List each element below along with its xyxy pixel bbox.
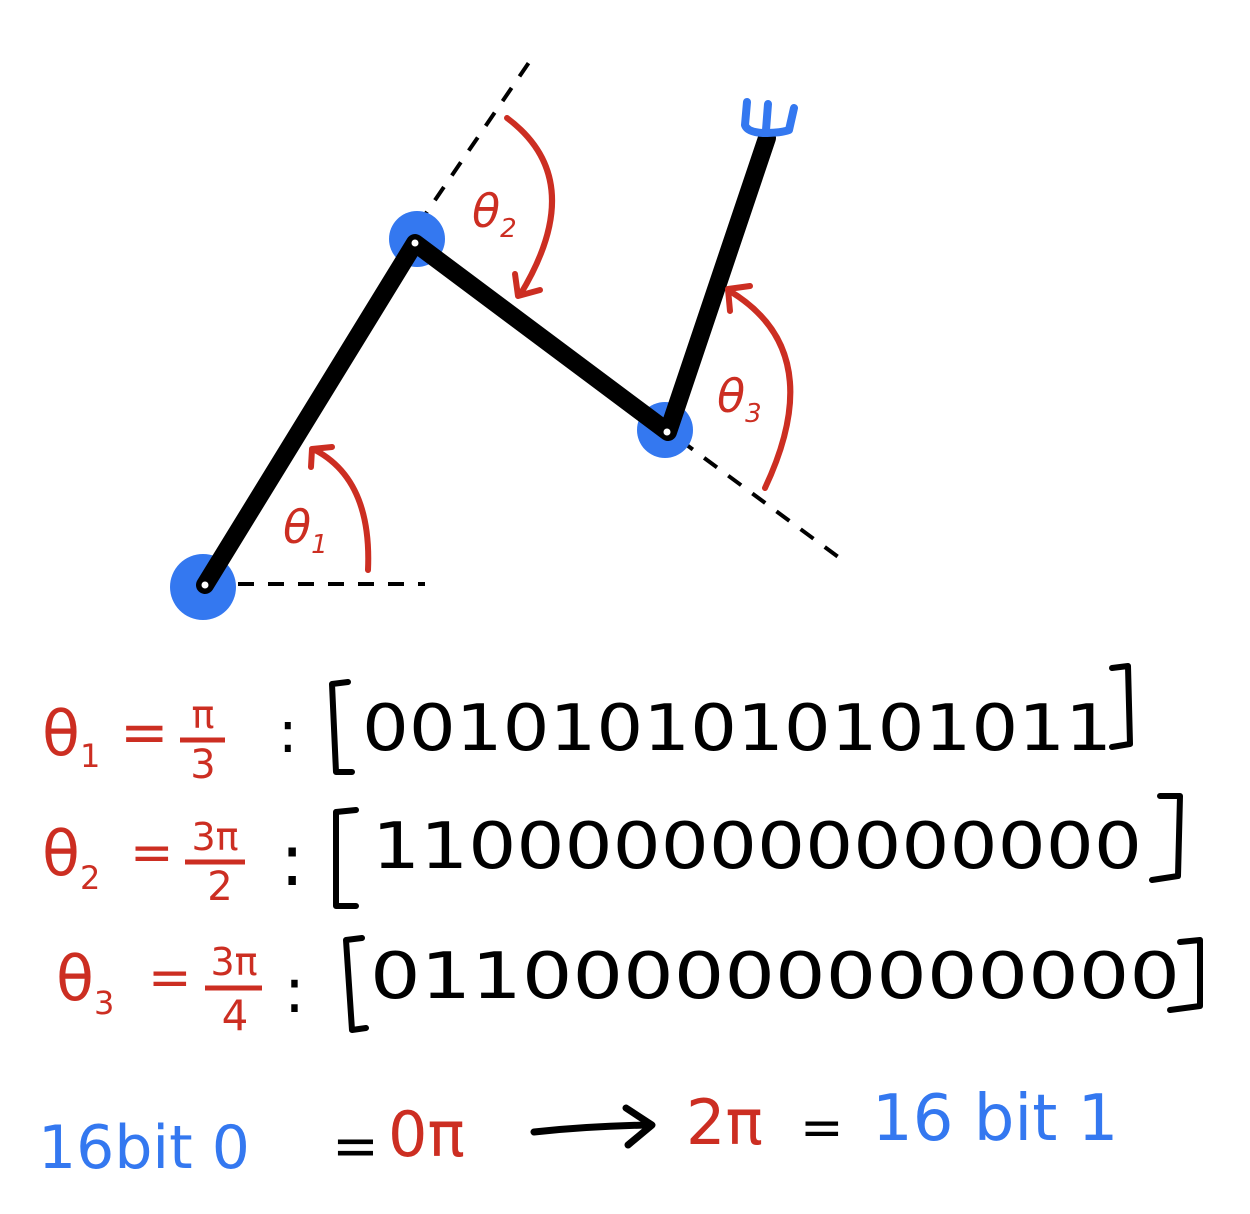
eq3-bracket-left — [343, 935, 369, 1033]
links — [196, 129, 776, 594]
eq1-denominator: 3 — [190, 742, 215, 788]
eq1-equals: = — [120, 698, 169, 766]
footer-16bit-0: 16bit 0 — [38, 1113, 250, 1183]
theta2-arrowhead — [512, 271, 543, 299]
eq2-denominator: 2 — [207, 864, 232, 910]
eq2-colon: : — [280, 818, 304, 902]
equation-row-1: θ1 = π 3 : 0010101010101011 — [42, 663, 1133, 788]
footer-zero-pi: 0π — [388, 1098, 465, 1171]
eq1-theta: θ1 — [42, 697, 100, 775]
theta3-arc — [725, 287, 794, 491]
theta3-label: θ3 — [717, 369, 762, 429]
joints — [170, 211, 693, 620]
eq3-colon: : — [284, 954, 305, 1027]
joint-pins — [198, 236, 674, 592]
eq3-theta: θ3 — [56, 942, 114, 1022]
theta1-arrowhead — [308, 444, 335, 470]
footer-16bit-1: 16 bit 1 — [872, 1082, 1118, 1156]
footer-equals-1: = — [332, 1114, 379, 1179]
eq2-bracket-left — [333, 807, 359, 909]
equation-row-2: θ2 = 3π 2 : 1100000000000000 — [42, 793, 1183, 910]
theta1-label: θ1 — [283, 500, 328, 560]
link2-extension-reference — [678, 438, 847, 564]
eq3-bracket-right — [1167, 937, 1203, 1013]
arrow-right-icon — [530, 1104, 656, 1149]
eq3-bits: 0110000000000000 — [370, 940, 1180, 1014]
pin-2 — [408, 236, 422, 250]
eq1-numerator: π — [192, 693, 215, 737]
eq1-bracket-right — [1109, 663, 1133, 750]
gripper-icon — [741, 98, 798, 137]
eq2-equals: = — [130, 823, 174, 883]
eq3-equals: = — [148, 948, 192, 1008]
theta2-label: θ2 — [472, 184, 517, 244]
arm-links — [196, 129, 776, 594]
eq2-bits: 1100000000000000 — [372, 810, 1142, 884]
theta1-arc — [312, 447, 372, 573]
footer-equation: 16bit 0 = 0π 2π = 16 bit 1 — [38, 1082, 1118, 1183]
pin-base — [198, 578, 212, 592]
eq1-bits: 0010101010101011 — [362, 692, 1112, 766]
footer-equals-2: = — [800, 1098, 844, 1158]
angle-labels: θ1 θ2 θ3 — [283, 184, 762, 560]
theta2-arc — [504, 115, 556, 298]
eq2-numerator: 3π — [191, 815, 238, 859]
angle-arcs — [308, 115, 794, 573]
eq3-numerator: 3π — [210, 940, 257, 984]
equations: θ1 = π 3 : 0010101010101011 θ2 = 3π 2 : … — [42, 663, 1203, 1040]
eq3-denominator: 4 — [222, 991, 249, 1040]
eq1-colon: : — [278, 698, 298, 766]
equation-row-3: θ3 = 3π 4 : 0110000000000000 — [56, 935, 1203, 1040]
footer-two-pi: 2π — [686, 1086, 763, 1159]
eq1-bracket-left — [329, 679, 355, 775]
eq2-theta: θ2 — [42, 817, 100, 897]
link1-extension-reference — [416, 56, 534, 227]
reference-lines — [208, 56, 847, 586]
eq2-bracket-right — [1149, 793, 1183, 883]
pin-3 — [660, 425, 674, 439]
theta3-arrowhead — [725, 283, 753, 314]
